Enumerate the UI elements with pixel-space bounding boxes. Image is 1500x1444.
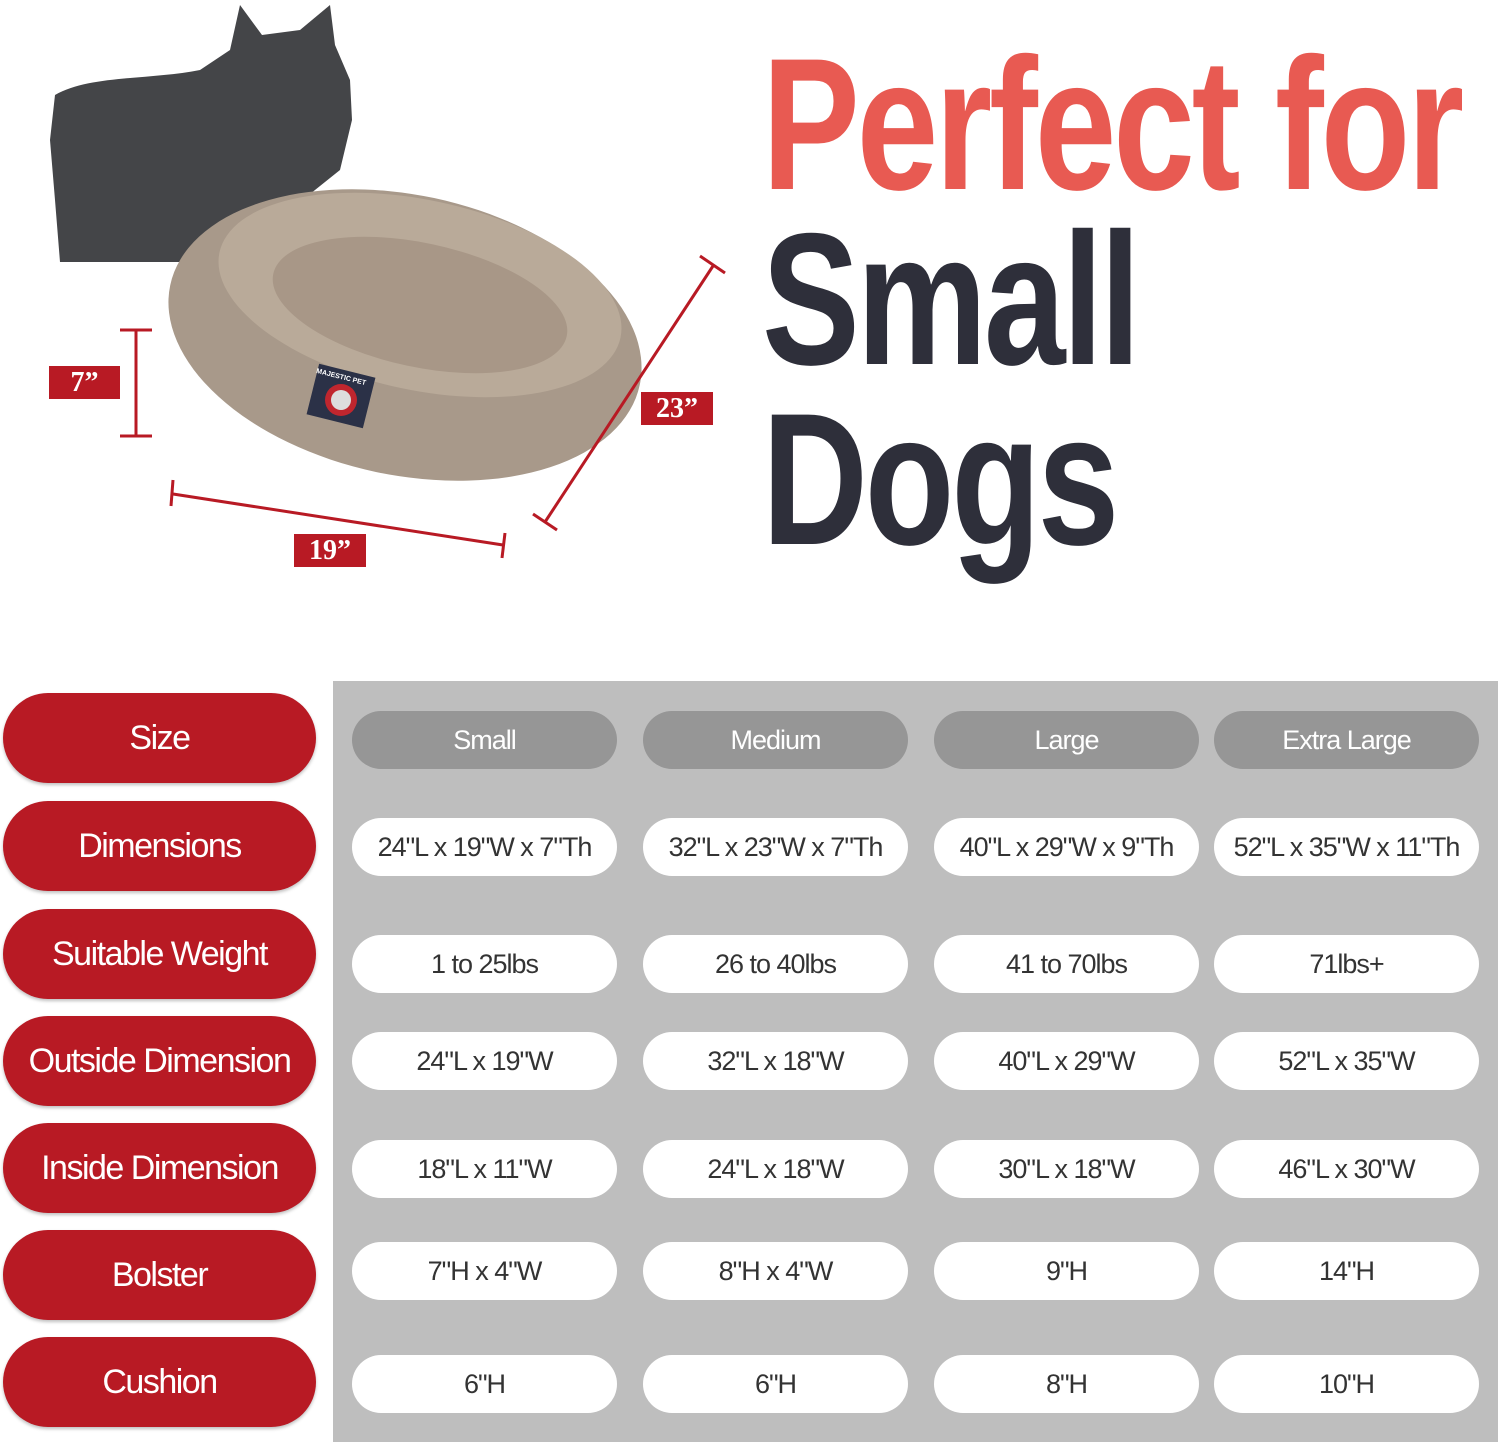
column-header: Medium [643,711,908,769]
table-cell: 1 to 25lbs [352,935,617,993]
table-cell: 6"H [352,1355,617,1413]
row-label: Inside Dimension [3,1123,316,1213]
table-cell: 40"L x 29"W x 9"Th [934,818,1199,876]
table-cell: 10"H [1214,1355,1479,1413]
length-dimension-tag: 23” [641,392,713,425]
table-cell: 32"L x 23"W x 7"Th [643,818,908,876]
table-cell: 71lbs+ [1214,935,1479,993]
headline-line-3: Dogs [762,374,1119,584]
row-label: Outside Dimension [3,1016,316,1106]
dog-bed-illustration [50,5,726,559]
headline-line-2: Small [762,194,1141,404]
row-label: Cushion [3,1337,316,1427]
height-dimension-tag: 7” [49,366,120,399]
table-cell: 41 to 70lbs [934,935,1199,993]
table-cell: 24"L x 19"W [352,1032,617,1090]
column-header: Small [352,711,617,769]
row-label: Suitable Weight [3,909,316,999]
table-cell: 52"L x 35"W x 11"Th [1214,818,1479,876]
table-cell: 24"L x 19"W x 7"Th [352,818,617,876]
table-cell: 8"H x 4"W [643,1242,908,1300]
table-cell: 8"H [934,1355,1199,1413]
table-cell: 24"L x 18"W [643,1140,908,1198]
dog-silhouette [50,5,352,262]
row-label: Dimensions [3,801,316,891]
headline-line-1: Perfect for [762,19,1464,229]
dog-bed [168,189,642,481]
table-cell: 40"L x 29"W [934,1032,1199,1090]
column-header: Extra Large [1214,711,1479,769]
column-header: Large [934,711,1199,769]
width-dimension-tag: 19” [294,534,366,567]
dimension-lines [120,254,726,559]
table-cell: 14"H [1214,1242,1479,1300]
table-cell: 7"H x 4"W [352,1242,617,1300]
table-cell: 18"L x 11"W [352,1140,617,1198]
table-cell: 52"L x 35"W [1214,1032,1479,1090]
table-cell: 30"L x 18"W [934,1140,1199,1198]
row-label: Bolster [3,1230,316,1320]
table-cell: 32"L x 18"W [643,1032,908,1090]
table-cell: 6"H [643,1355,908,1413]
table-cell: 26 to 40lbs [643,935,908,993]
table-cell: 9"H [934,1242,1199,1300]
row-label: Size [3,693,316,783]
table-cell: 46"L x 30"W [1214,1140,1479,1198]
